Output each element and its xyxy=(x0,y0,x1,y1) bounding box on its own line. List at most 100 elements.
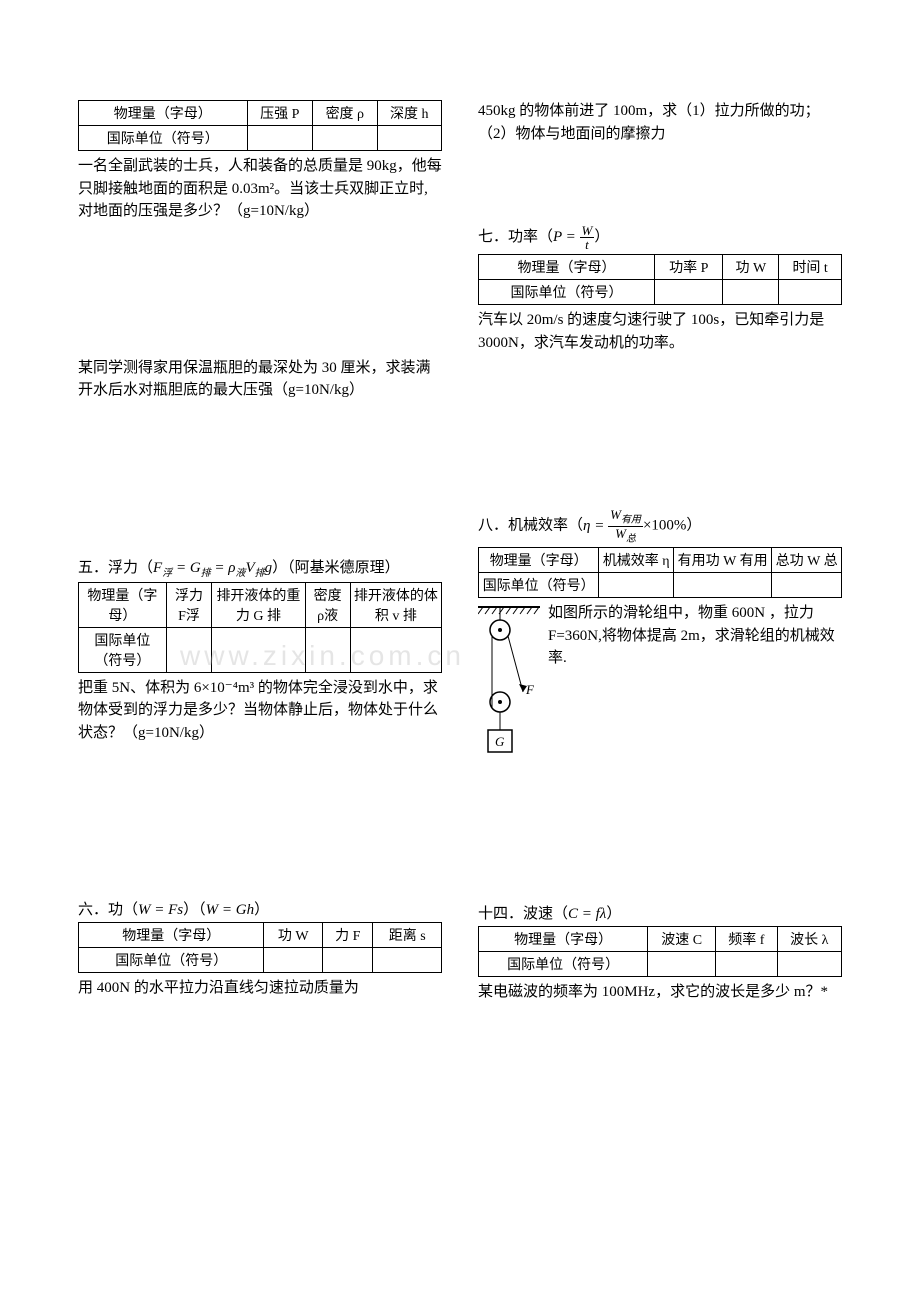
problem-text: 一名全副武装的士兵，人和装备的总质量是 90kg，他每只脚接触地面的面积是 0.… xyxy=(78,155,442,223)
formula: W = Fs xyxy=(138,902,183,918)
problem-text: 把重 5N、体积为 6×10⁻⁴m³ 的物体完全浸没到水中，求物体受到的浮力是多… xyxy=(78,677,442,745)
heading-post: ×100%） xyxy=(643,518,701,534)
table-row-label: 国际单位（符号） xyxy=(79,126,248,151)
pulley-icon: F G xyxy=(478,602,540,762)
table-header: 排开液体的体积 v 排 xyxy=(350,582,441,627)
heading-post: ） xyxy=(254,902,269,918)
formula: C = fλ xyxy=(568,906,606,922)
svg-text:G: G xyxy=(495,734,505,749)
table-header: 总功 W 总 xyxy=(772,548,842,573)
efficiency-table: 物理量（字母） 机械效率 η 有用功 W 有用 总功 W 总 国际单位（符号） xyxy=(478,547,842,598)
th-text: 密度 ρ xyxy=(326,107,365,122)
spacer xyxy=(478,149,842,224)
table-header: 机械效率 η xyxy=(599,548,674,573)
table-header: 波长 λ xyxy=(777,927,841,952)
heading-pre: 七．功率（ xyxy=(478,229,553,245)
table-header: 压强 P xyxy=(247,101,313,126)
table-header: 排开液体的重力 G 排 xyxy=(212,582,305,627)
table-cell xyxy=(772,573,842,598)
heading-mid: ）（ xyxy=(183,902,206,918)
table-cell xyxy=(723,280,779,305)
heading-pre: 十四．波速（ xyxy=(478,906,568,922)
section-heading: 十四．波速（C = fλ） xyxy=(478,902,842,923)
table-header: 物理量（字母） xyxy=(479,927,648,952)
problem-text: 如图所示的滑轮组中，物重 600N ，拉力 F=360N,将物体提高 2m，求滑… xyxy=(548,602,842,670)
pressure-table: 物理量（字母） 压强 P 密度 ρ 深度 h 国际单位（符号） xyxy=(78,100,442,151)
frac-den: t xyxy=(580,238,595,251)
table-cell xyxy=(648,952,716,977)
table-header: 功 W xyxy=(723,255,779,280)
power-table: 物理量（字母） 功率 P 功 W 时间 t 国际单位（符号） xyxy=(478,254,842,305)
table-header: 波速 C xyxy=(648,927,716,952)
table-cell xyxy=(655,280,723,305)
table-cell xyxy=(599,573,674,598)
spacer xyxy=(478,358,842,508)
table-row-label: 国际单位（符号） xyxy=(79,627,167,672)
buoyancy-table: 物理量（字母） 浮力 F浮 排开液体的重力 G 排 密度 ρ液 排开液体的体积 … xyxy=(78,582,442,673)
pulley-problem: F G 如图所示的滑轮组中，物重 600N ，拉力 F=360N,将物体提高 2… xyxy=(478,602,842,767)
table-header: 功 W xyxy=(264,923,323,948)
table-cell xyxy=(305,627,350,672)
table-header: 密度 ρ液 xyxy=(305,582,350,627)
problem-text: 用 400N 的水平拉力沿直线匀速拉动质量为 xyxy=(78,977,442,1000)
table-row-label: 国际单位（符号） xyxy=(79,948,264,973)
table-row-label: 国际单位（符号） xyxy=(479,952,648,977)
heading-pre: 八．机械效率（ xyxy=(478,518,583,534)
table-header: 距离 s xyxy=(373,923,442,948)
section-heading: 六．功（W = Fs）（W = Gh） xyxy=(78,898,442,919)
problem-text: 汽车以 20m/s 的速度匀速行驶了 100s，已知牵引力是 3000N，求汽车… xyxy=(478,309,842,354)
spacer xyxy=(78,406,442,556)
work-table: 物理量（字母） 功 W 力 F 距离 s 国际单位（符号） xyxy=(78,922,442,973)
wave-table: 物理量（字母） 波速 C 频率 f 波长 λ 国际单位（符号） xyxy=(478,926,842,977)
section-heading: 八．机械效率（η = W有用W总×100%） xyxy=(478,508,842,544)
th-text: 压强 P xyxy=(260,107,299,122)
table-row-label: 国际单位（符号） xyxy=(479,280,655,305)
table-cell xyxy=(313,126,377,151)
table-header: 力 F xyxy=(323,923,373,948)
table-cell xyxy=(674,573,772,598)
table-header: 物理量（字母） xyxy=(79,923,264,948)
table-header: 深度 h xyxy=(377,101,441,126)
table-header: 物理量（字母） xyxy=(479,255,655,280)
spacer xyxy=(78,748,442,898)
table-cell xyxy=(377,126,441,151)
table-header: 物理量（字母） xyxy=(79,101,248,126)
table-cell xyxy=(779,280,842,305)
table-header: 功率 P xyxy=(655,255,723,280)
heading-pre: 六．功（ xyxy=(78,902,138,918)
problem-text: 450kg 的物体前进了 100m，求（1）拉力所做的功；（2）物体与地面间的摩… xyxy=(478,100,842,145)
th-text: 深度 h xyxy=(390,107,429,122)
section-heading: 五．浮力（F浮 = G排 = ρ液V排g）（阿基米德原理） xyxy=(78,556,442,579)
problem-text: 某电磁波的频率为 100MHz，求它的波长是多少 m？* xyxy=(478,981,842,1004)
table-header: 有用功 W 有用 xyxy=(674,548,772,573)
table-row-label: 国际单位（符号） xyxy=(479,573,599,598)
pulley-diagram: F G xyxy=(478,602,540,767)
table-cell xyxy=(323,948,373,973)
section-heading: 七．功率（P = Wt） xyxy=(478,224,842,251)
table-header: 浮力 F浮 xyxy=(166,582,212,627)
table-cell xyxy=(350,627,441,672)
heading-post: ） xyxy=(606,906,621,922)
right-column: 450kg 的物体前进了 100m，求（1）拉力所做的功；（2）物体与地面间的摩… xyxy=(478,100,842,1262)
table-cell xyxy=(264,948,323,973)
table-cell xyxy=(373,948,442,973)
table-cell xyxy=(777,952,841,977)
table-cell xyxy=(716,952,777,977)
table-cell xyxy=(212,627,305,672)
svg-text:F: F xyxy=(525,682,535,697)
table-header: 密度 ρ xyxy=(313,101,377,126)
heading-pre: 五．浮力（ xyxy=(78,560,153,576)
problem-text: 某同学测得家用保温瓶胆的最深处为 30 厘米，求装满开水后水对瓶胆底的最大压强（… xyxy=(78,357,442,402)
spacer xyxy=(478,767,842,902)
table-cell xyxy=(247,126,313,151)
left-column: 物理量（字母） 压强 P 密度 ρ 深度 h 国际单位（符号） 一名全副武装的士… xyxy=(78,100,442,1262)
table-header: 时间 t xyxy=(779,255,842,280)
spacer xyxy=(78,227,442,357)
heading-post: ） xyxy=(594,229,609,245)
heading-post: ）（阿基米德原理） xyxy=(272,560,400,576)
formula: W = Gh xyxy=(206,902,254,918)
table-header: 物理量（字母） xyxy=(79,582,167,627)
table-cell xyxy=(166,627,212,672)
frac-num: W xyxy=(580,224,595,238)
table-header: 物理量（字母） xyxy=(479,548,599,573)
